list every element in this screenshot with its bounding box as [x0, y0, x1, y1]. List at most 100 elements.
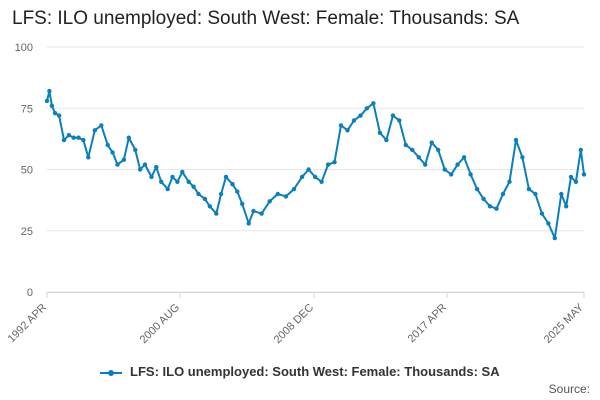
- data-point: [429, 140, 434, 145]
- data-point: [442, 167, 447, 172]
- data-point: [71, 135, 76, 140]
- x-tick-label: 1992 APR: [6, 302, 50, 346]
- data-point: [44, 98, 50, 104]
- data-point: [235, 189, 240, 194]
- data-point: [137, 167, 143, 172]
- data-point: [573, 179, 579, 184]
- y-tick-label: 0: [27, 287, 33, 299]
- x-tick-label: 2017 APR: [406, 302, 450, 346]
- data-point: [246, 221, 251, 226]
- plot-area: [44, 88, 587, 241]
- x-tick-label: 2008 DEC: [272, 302, 316, 346]
- data-point: [384, 137, 389, 143]
- data-point: [578, 147, 583, 153]
- data-point: [325, 162, 331, 167]
- data-point: [66, 133, 72, 138]
- data-point: [474, 186, 480, 192]
- data-point: [416, 155, 421, 160]
- data-point: [390, 113, 396, 118]
- data-point: [126, 135, 131, 140]
- data-point: [202, 196, 208, 202]
- data-point: [581, 172, 587, 177]
- data-point: [564, 204, 569, 209]
- y-tick-label: 100: [15, 42, 33, 54]
- data-point: [86, 155, 91, 160]
- data-point: [351, 118, 357, 123]
- series-line: [46, 90, 585, 240]
- data-point: [133, 147, 138, 153]
- data-point: [338, 123, 344, 128]
- data-point: [449, 172, 454, 177]
- data-point: [186, 179, 191, 184]
- data-point: [121, 157, 127, 162]
- data-point: [61, 137, 67, 143]
- data-point: [533, 191, 538, 197]
- data-point: [283, 194, 289, 199]
- chart-title: LFS: ILO unemployed: South West: Female:…: [12, 8, 520, 29]
- data-point: [397, 118, 402, 123]
- data-point: [559, 191, 564, 197]
- data-point: [520, 155, 525, 160]
- data-point: [251, 208, 256, 214]
- data-point: [377, 130, 383, 135]
- data-point: [403, 142, 408, 148]
- data-point: [423, 162, 428, 167]
- source-label: Source:: [548, 382, 590, 396]
- grid-lines: [47, 46, 584, 293]
- data-point: [319, 179, 324, 184]
- data-point: [526, 186, 532, 192]
- data-point: [487, 204, 493, 209]
- y-axis-ticks: 0 25 50 75 100: [15, 42, 33, 299]
- data-point: [364, 106, 370, 111]
- data-point: [81, 137, 86, 143]
- data-point: [436, 147, 441, 153]
- legend-swatch: [100, 368, 123, 378]
- data-point: [306, 167, 311, 172]
- data-point: [230, 182, 235, 187]
- data-point: [312, 174, 318, 180]
- data-point: [92, 128, 98, 133]
- data-point: [568, 174, 574, 180]
- data-point: [552, 235, 557, 241]
- line-chart: 0 25 50 75 100 1992 APR 2000 AUG 2008 DEC 2017 …: [6, 42, 587, 346]
- data-point: [191, 184, 196, 189]
- data-point: [49, 103, 55, 109]
- data-point: [196, 191, 201, 197]
- legend[interactable]: LFS: ILO unemployed: South West: Female:…: [0, 364, 600, 379]
- data-point: [267, 199, 272, 204]
- data-point: [371, 101, 376, 106]
- data-point: [494, 206, 499, 211]
- data-point: [223, 174, 229, 180]
- y-tick-label: 50: [21, 165, 33, 177]
- data-point: [500, 191, 506, 197]
- data-point: [149, 174, 154, 180]
- data-point: [507, 179, 512, 184]
- data-point: [56, 113, 62, 118]
- data-point: [332, 160, 337, 165]
- x-axis: 1992 APR 2000 AUG 2008 DEC 2017 APR 2025 MAY: [6, 292, 587, 346]
- data-point: [76, 135, 81, 140]
- data-point: [214, 211, 219, 216]
- data-point: [52, 111, 58, 116]
- data-point: [142, 162, 148, 167]
- y-tick-label: 25: [21, 226, 33, 238]
- data-point: [170, 174, 175, 180]
- data-point: [275, 191, 280, 197]
- data-point: [546, 221, 551, 226]
- data-point: [115, 162, 120, 167]
- data-point: [218, 191, 224, 197]
- data-point: [358, 113, 363, 118]
- data-point: [105, 142, 110, 148]
- data-point: [110, 150, 115, 155]
- data-point: [175, 179, 180, 184]
- data-point: [539, 211, 545, 216]
- legend-label: LFS: ILO unemployed: South West: Female:…: [130, 364, 500, 379]
- data-point: [47, 88, 52, 94]
- data-point: [207, 204, 212, 209]
- data-point: [481, 196, 486, 202]
- data-point: [468, 172, 473, 177]
- data-point: [410, 147, 415, 153]
- data-point: [299, 174, 305, 180]
- data-point: [180, 169, 185, 175]
- data-point: [99, 123, 104, 128]
